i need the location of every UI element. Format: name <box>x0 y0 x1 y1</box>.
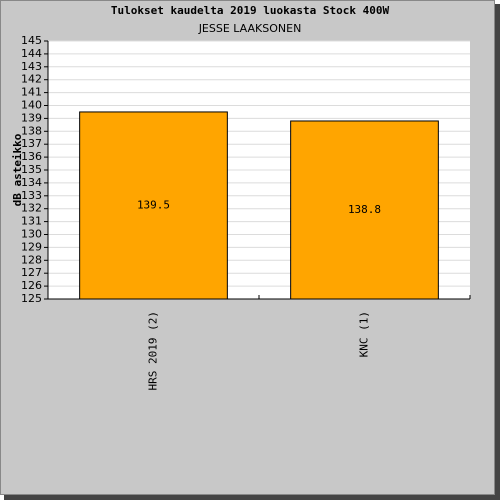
y-tick-label: 141 <box>21 86 42 99</box>
y-tick-label: 138 <box>21 124 42 137</box>
bar <box>79 111 228 300</box>
y-tick-label: 134 <box>21 176 42 189</box>
x-tick-label: KNC (1) <box>358 311 371 357</box>
y-tick-label: 140 <box>21 99 42 112</box>
y-tick-label: 127 <box>21 266 42 279</box>
y-axis-label: dB asteikko <box>11 133 24 206</box>
bar <box>290 120 439 300</box>
y-tick-label: 143 <box>21 60 42 73</box>
y-tick-label: 129 <box>21 240 42 253</box>
y-tick-label: 131 <box>21 215 42 228</box>
value-label: 138.8 <box>348 203 381 216</box>
y-tick-label: 145 <box>21 34 42 47</box>
x-tick-label: HRS 2019 (2) <box>147 311 160 390</box>
chart-title: Tulokset kaudelta 2019 luokasta Stock 40… <box>111 4 390 17</box>
chart-subtitle: JESSE LAAKSONEN <box>198 22 302 35</box>
y-tick-label: 135 <box>21 163 42 176</box>
y-tick-label: 128 <box>21 253 42 266</box>
y-tick-label: 136 <box>21 150 42 163</box>
y-tick-label: 137 <box>21 137 42 150</box>
y-tick-label: 130 <box>21 228 42 241</box>
y-tick-label: 139 <box>21 111 42 124</box>
y-tick-label: 126 <box>21 279 42 292</box>
y-tick-label: 133 <box>21 189 42 202</box>
y-tick-label: 132 <box>21 202 42 215</box>
y-tick-label: 142 <box>21 73 42 86</box>
y-tick-label: 144 <box>21 47 42 60</box>
value-label: 139.5 <box>137 198 170 211</box>
y-tick-label: 125 <box>21 292 42 305</box>
